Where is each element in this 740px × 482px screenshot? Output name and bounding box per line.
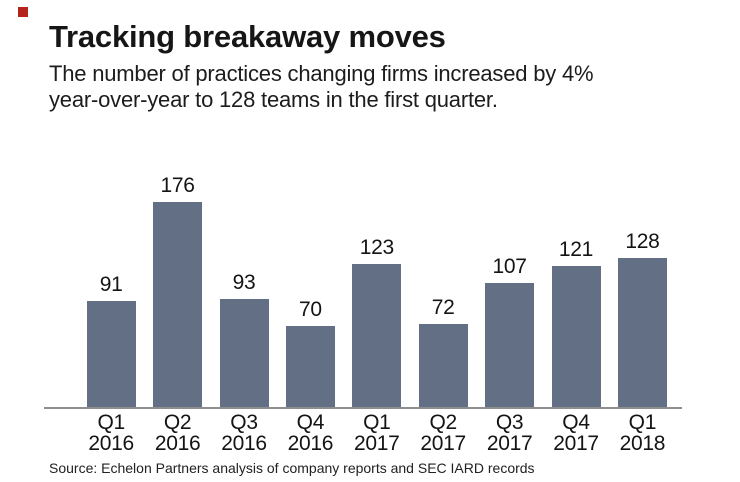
bar-value-label: 121	[558, 238, 594, 261]
x-tick-label: Q2 2017	[420, 411, 466, 455]
bar-value-label: 70	[299, 298, 322, 321]
x-tick-label: Q2 2016	[154, 411, 201, 455]
brand-accent-square	[18, 7, 28, 17]
bar	[352, 264, 402, 408]
chart-subtitle-line-2: year-over-year to 128 teams in the first…	[49, 87, 498, 112]
bar	[86, 301, 136, 408]
x-tick-label: Q3 2017	[486, 411, 533, 455]
source-attribution: Source: Echelon Partners analysis of com…	[49, 460, 535, 476]
bar-value-label: 128	[625, 230, 660, 253]
bar	[418, 324, 468, 408]
chart-title: Tracking breakaway moves	[49, 19, 446, 54]
x-tick-label: Q4 2016	[287, 411, 334, 455]
bar	[153, 202, 203, 408]
bar-value-label: 123	[359, 236, 394, 259]
bar-value-label: 107	[492, 255, 527, 278]
bar	[219, 299, 269, 408]
x-tick-label: Q3 2016	[221, 411, 267, 455]
chart-subtitle: The number of practices changing firms i…	[49, 61, 594, 113]
bar	[551, 266, 601, 408]
bar-value-label: 91	[99, 273, 123, 296]
x-tick-label: Q4 2017	[553, 411, 599, 455]
bar-value-label: 93	[232, 271, 256, 294]
x-axis-line	[44, 407, 682, 409]
bar	[285, 326, 335, 408]
x-tick-label: Q1 2016	[88, 411, 134, 455]
x-tick-label: Q1 2018	[619, 411, 666, 455]
chart-subtitle-line-1: The number of practices changing firms i…	[49, 61, 594, 86]
bar-value-label: 72	[431, 296, 455, 319]
bar	[617, 258, 667, 408]
bar-value-label: 176	[160, 174, 195, 197]
bar	[485, 283, 535, 408]
x-tick-label: Q1 2017	[354, 411, 400, 455]
